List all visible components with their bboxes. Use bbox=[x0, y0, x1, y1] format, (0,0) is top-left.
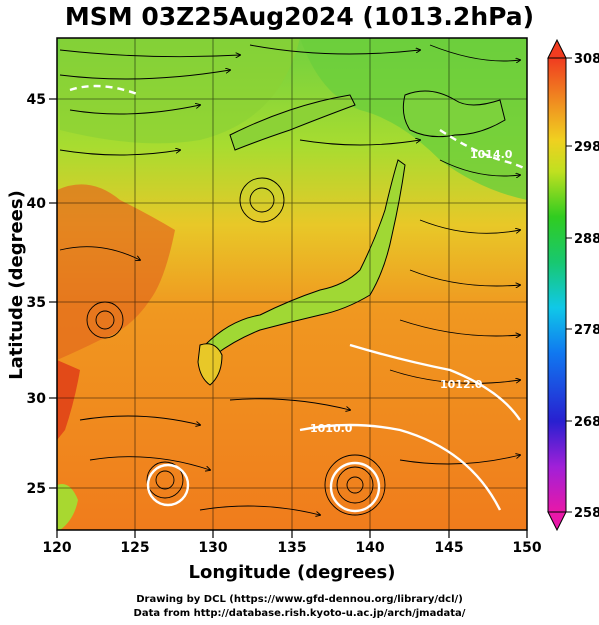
pressure-contours bbox=[69, 84, 527, 513]
x-tick-label: 145 bbox=[434, 540, 463, 556]
y-tick-label: 40 bbox=[27, 196, 47, 212]
colorbar-scale bbox=[547, 57, 567, 513]
colorbar-tick: 308 bbox=[574, 52, 599, 67]
y-axis-label: Latitude (degrees) bbox=[6, 190, 27, 380]
china-coast-land bbox=[57, 360, 80, 440]
colorbar-tick: 278 bbox=[574, 323, 599, 338]
x-tick-label: 140 bbox=[355, 540, 384, 556]
x-axis-label: Longitude (degrees) bbox=[189, 562, 396, 583]
x-tick-label: 130 bbox=[198, 540, 227, 556]
chart-title: MSM 03Z25Aug2024 (1013.2hPa) bbox=[64, 2, 535, 31]
mainland-coast bbox=[229, 94, 356, 151]
axis-ticks bbox=[49, 98, 528, 538]
kyushu-island bbox=[197, 343, 223, 386]
y-tick-label: 35 bbox=[27, 295, 46, 311]
contour-label: 1010.0 bbox=[310, 422, 353, 435]
colorbar-tick: 288 bbox=[574, 232, 599, 247]
y-tick-label: 45 bbox=[27, 92, 46, 108]
contour-label: 1012.0 bbox=[440, 378, 483, 391]
y-tick-label: 25 bbox=[27, 481, 46, 497]
wind-streamlines bbox=[59, 44, 520, 515]
hokkaido-island bbox=[402, 90, 506, 138]
contour-label: 1014.0 bbox=[470, 148, 513, 161]
x-tick-label: 150 bbox=[512, 540, 541, 556]
x-tick-labels: 120 125 130 135 140 145 150 bbox=[42, 540, 541, 556]
honshu-island bbox=[204, 159, 406, 356]
x-tick-label: 120 bbox=[42, 540, 71, 556]
credit-data: Data from http://database.rish.kyoto-u.a… bbox=[133, 608, 466, 619]
colorbar-tick: 298 bbox=[574, 140, 599, 155]
colorbar-tick: 268 bbox=[574, 415, 599, 430]
colorbar-tick: 258 bbox=[574, 506, 599, 521]
colorbar-min-arrow bbox=[547, 511, 567, 532]
y-tick-labels: 45 40 35 30 25 bbox=[27, 92, 47, 497]
x-tick-label: 125 bbox=[120, 540, 149, 556]
credit-drawing: Drawing by DCL (https://www.gfd-dennou.o… bbox=[136, 594, 463, 605]
colorbar-max-arrow bbox=[547, 38, 567, 59]
lat-lon-grid bbox=[57, 38, 527, 530]
y-tick-label: 30 bbox=[27, 391, 47, 407]
taiwan-land bbox=[57, 484, 78, 530]
colorbar: 308 298 288 278 268 258 bbox=[547, 38, 599, 532]
x-tick-label: 135 bbox=[277, 540, 306, 556]
contour-labels: 1014.0 1012.0 1010.0 bbox=[310, 148, 513, 435]
korea-china-land bbox=[57, 184, 175, 360]
